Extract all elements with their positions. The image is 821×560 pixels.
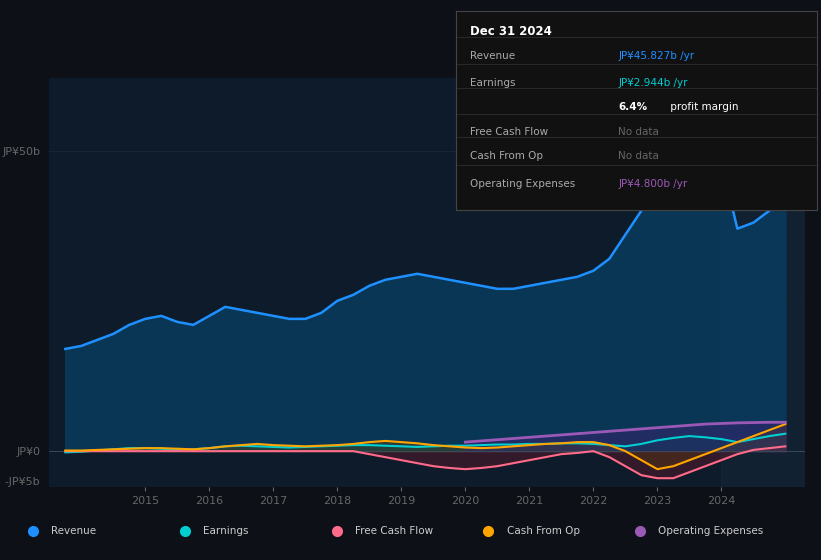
Text: Revenue: Revenue <box>51 526 96 536</box>
Text: Free Cash Flow: Free Cash Flow <box>355 526 433 536</box>
Text: Operating Expenses: Operating Expenses <box>470 179 576 189</box>
Text: JP¥2.944b /yr: JP¥2.944b /yr <box>618 78 688 88</box>
Text: Dec 31 2024: Dec 31 2024 <box>470 25 552 38</box>
Text: profit margin: profit margin <box>667 102 738 111</box>
Text: Revenue: Revenue <box>470 51 516 61</box>
Text: No data: No data <box>618 151 659 161</box>
Text: JP¥4.800b /yr: JP¥4.800b /yr <box>618 179 687 189</box>
Text: Earnings: Earnings <box>203 526 248 536</box>
Text: No data: No data <box>618 128 659 138</box>
Text: JP¥45.827b /yr: JP¥45.827b /yr <box>618 51 695 61</box>
Text: Cash From Op: Cash From Op <box>507 526 580 536</box>
Bar <box>722 78 805 487</box>
Text: Cash From Op: Cash From Op <box>470 151 544 161</box>
Text: Earnings: Earnings <box>470 78 516 88</box>
Text: 6.4%: 6.4% <box>618 102 647 111</box>
Text: Free Cash Flow: Free Cash Flow <box>470 128 548 138</box>
Text: Operating Expenses: Operating Expenses <box>658 526 764 536</box>
